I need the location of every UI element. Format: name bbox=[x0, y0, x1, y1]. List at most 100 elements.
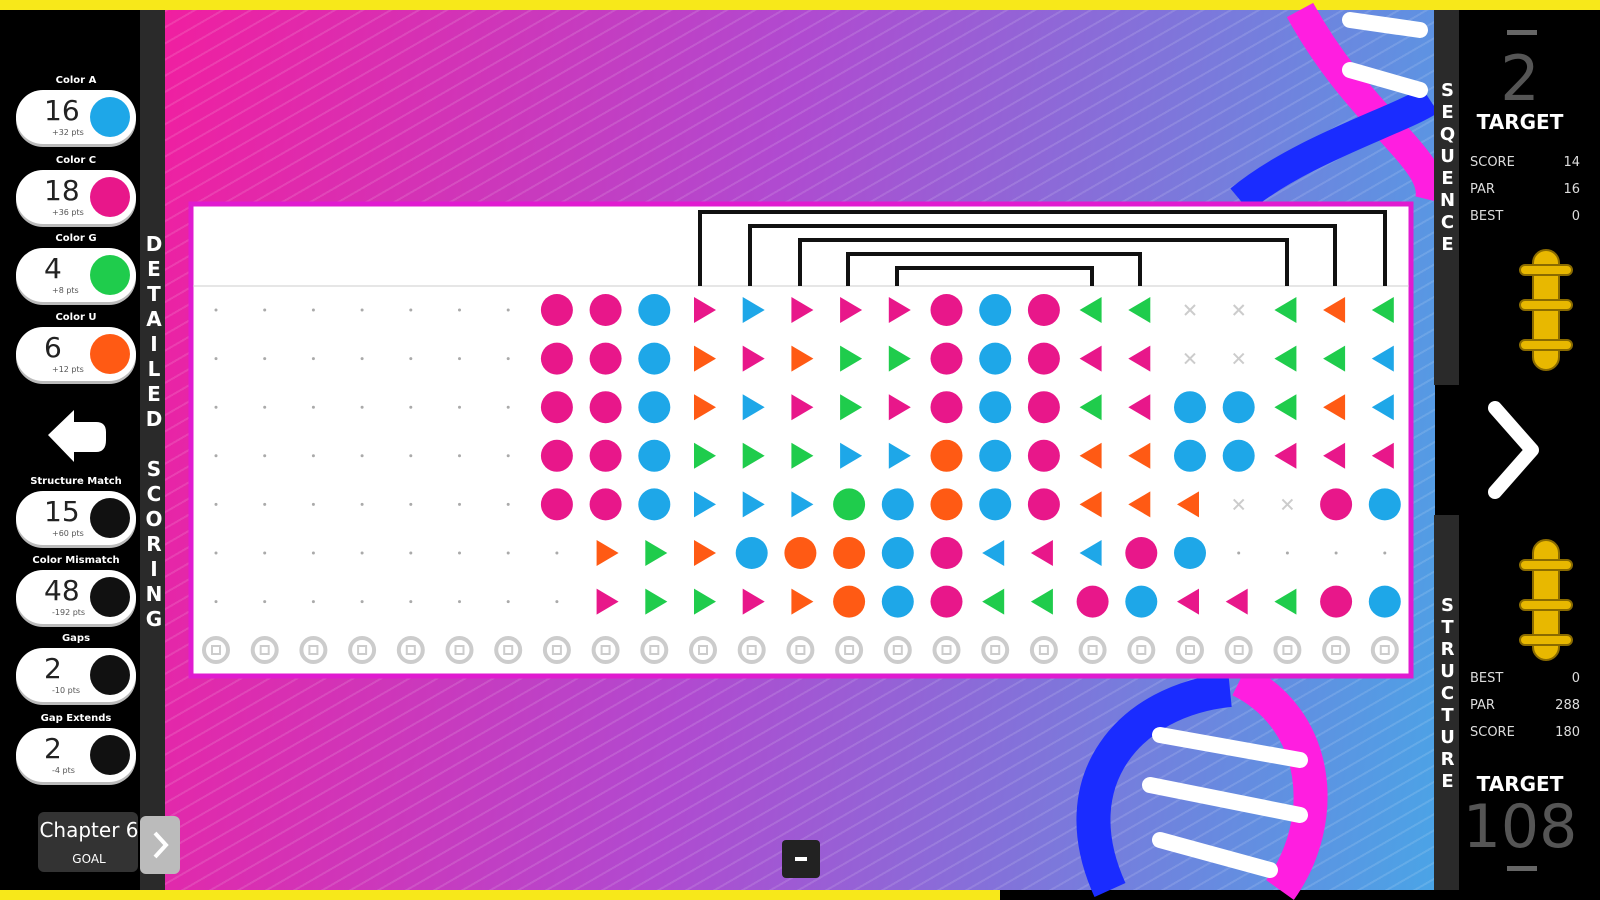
base-circle bbox=[979, 342, 1012, 375]
right-strip bbox=[1434, 515, 1459, 890]
base-circle bbox=[638, 488, 671, 521]
lock-slot bbox=[591, 636, 620, 664]
base-triangle bbox=[840, 297, 863, 323]
base-circle bbox=[833, 488, 866, 521]
empty-slot bbox=[458, 405, 461, 409]
lock-slot bbox=[883, 636, 912, 664]
arc bbox=[748, 224, 1337, 286]
base-triangle bbox=[1274, 297, 1297, 323]
lock-icon bbox=[551, 645, 562, 655]
base-triangle bbox=[888, 297, 911, 323]
lock-icon bbox=[844, 645, 855, 655]
stat-label: SCORE bbox=[1470, 155, 1515, 170]
lock-slot bbox=[250, 636, 279, 664]
item-label: Color C bbox=[55, 155, 97, 166]
side-label: SEQUENCE bbox=[1437, 80, 1458, 256]
base-circle bbox=[930, 585, 963, 618]
gap-slot bbox=[1232, 304, 1245, 316]
base-circle bbox=[1320, 488, 1353, 521]
score-pill: 2 -4 pts bbox=[16, 728, 136, 782]
base-circle bbox=[540, 342, 573, 375]
base-circle bbox=[881, 585, 914, 618]
lock-icon bbox=[1087, 645, 1098, 655]
back-button[interactable] bbox=[48, 410, 106, 462]
arc bbox=[798, 238, 1289, 286]
base-triangle bbox=[982, 540, 1005, 566]
base-triangle bbox=[1323, 297, 1346, 323]
empty-slot bbox=[458, 454, 461, 458]
empty-slot bbox=[311, 405, 315, 409]
points: +32 pts bbox=[52, 128, 84, 137]
decrement[interactable] bbox=[1507, 30, 1537, 35]
base-circle bbox=[930, 391, 963, 424]
lock-icon bbox=[698, 645, 708, 655]
count: 48 bbox=[44, 574, 80, 607]
chapter-title: Chapter 6 bbox=[39, 818, 139, 842]
base-triangle bbox=[888, 394, 911, 421]
structure-arcs bbox=[698, 210, 1387, 286]
base-triangle bbox=[1371, 442, 1394, 469]
base-circle bbox=[1368, 488, 1401, 521]
points: -10 pts bbox=[52, 686, 80, 695]
stat-label: PAR bbox=[1470, 182, 1495, 197]
stat-value: 288 bbox=[1555, 698, 1580, 713]
lock-slot bbox=[1127, 636, 1156, 664]
base-triangle bbox=[982, 588, 1005, 615]
lock-slot bbox=[542, 636, 571, 664]
lock-slot bbox=[737, 636, 766, 664]
base-triangle bbox=[791, 394, 814, 421]
base-circle bbox=[881, 537, 914, 569]
base-triangle bbox=[791, 491, 814, 518]
base-circle bbox=[638, 294, 671, 326]
count: 2 bbox=[44, 652, 62, 685]
side-label: DETAILED SCORING bbox=[142, 232, 166, 632]
empty-slot bbox=[263, 308, 267, 312]
base-circle bbox=[833, 537, 866, 569]
empty-slot bbox=[214, 600, 218, 604]
base-circle bbox=[589, 342, 622, 375]
base-triangle bbox=[1323, 345, 1346, 372]
empty-slot bbox=[458, 357, 461, 361]
base-circle bbox=[979, 294, 1012, 326]
icon bbox=[90, 577, 130, 617]
base-triangle bbox=[596, 588, 619, 615]
base-triangle bbox=[645, 540, 668, 566]
empty-slot bbox=[214, 551, 218, 555]
base-triangle bbox=[840, 442, 863, 469]
chapter-next[interactable] bbox=[140, 816, 180, 874]
base-circle bbox=[1027, 391, 1060, 424]
stat-label: BEST bbox=[1470, 671, 1504, 686]
base-circle bbox=[833, 585, 866, 618]
helix bbox=[1231, 664, 1328, 900]
empty-slot bbox=[458, 502, 461, 506]
chapter-arrow bbox=[153, 831, 169, 859]
lock-slot bbox=[1322, 636, 1351, 664]
empty-slot bbox=[506, 600, 510, 604]
lock-slot bbox=[1273, 636, 1302, 664]
base-triangle bbox=[596, 540, 619, 566]
points: +36 pts bbox=[52, 208, 84, 217]
item-label: Color Mismatch bbox=[32, 555, 120, 566]
base-circle bbox=[638, 342, 671, 375]
base-circle bbox=[589, 294, 622, 326]
empty-slot bbox=[263, 405, 267, 409]
stat-value: 180 bbox=[1555, 725, 1580, 740]
arc bbox=[846, 252, 1142, 286]
minimize-icon bbox=[795, 857, 807, 861]
base-triangle bbox=[1323, 442, 1346, 469]
lock-slot bbox=[835, 636, 864, 664]
base-circle bbox=[1027, 488, 1060, 521]
lock-icon bbox=[454, 645, 465, 655]
empty-slot bbox=[1383, 551, 1387, 555]
base-triangle bbox=[1128, 345, 1151, 372]
base-circle bbox=[589, 439, 622, 472]
target-label: TARGET bbox=[1476, 772, 1564, 796]
base-circle bbox=[930, 342, 963, 375]
base-triangle bbox=[742, 588, 765, 615]
chapter-box[interactable] bbox=[38, 812, 138, 872]
next-button[interactable] bbox=[1488, 401, 1539, 499]
increment[interactable] bbox=[1507, 866, 1537, 871]
empty-slot bbox=[360, 600, 364, 604]
empty-slot bbox=[1285, 551, 1289, 555]
lock-icon bbox=[1185, 645, 1195, 655]
